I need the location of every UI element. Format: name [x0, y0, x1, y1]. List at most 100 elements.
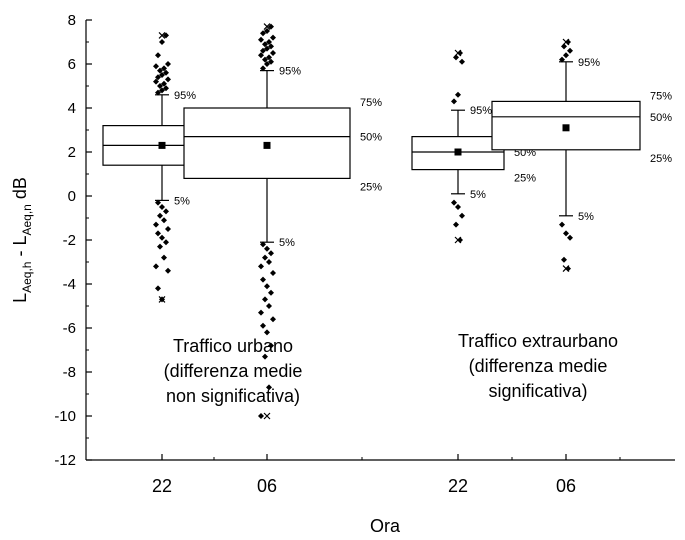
outlier-point — [258, 309, 264, 316]
extreme-marker — [562, 38, 570, 46]
outlier-point — [264, 329, 270, 336]
outlier-point — [155, 199, 161, 206]
annotation-urban-line-3: non significativa) — [166, 386, 300, 406]
outlier-point — [161, 217, 167, 224]
outlier-point — [455, 91, 461, 98]
outlier-point — [157, 243, 163, 250]
outlier-point — [266, 303, 272, 309]
outlier-point — [159, 234, 165, 241]
label-p5: 5% — [174, 195, 190, 207]
label-p25: 25% — [514, 173, 536, 185]
outlier-point — [262, 353, 268, 360]
outlier-point — [565, 39, 571, 45]
label-p5: 5% — [578, 211, 594, 223]
outlier-point — [457, 50, 463, 56]
outlier-point — [268, 43, 274, 50]
outlier-point — [163, 239, 169, 246]
x-axis-title: Ora — [370, 516, 401, 536]
x-tick-label: 22 — [152, 476, 172, 496]
outlier-point — [453, 54, 459, 61]
outlier-point — [268, 342, 274, 349]
mean-marker — [562, 124, 570, 132]
extreme-marker — [562, 265, 570, 273]
outlier-point — [262, 254, 268, 261]
y-tick-label: -2 — [63, 232, 76, 249]
outlier-point — [459, 212, 465, 219]
outlier-point — [163, 85, 169, 92]
outlier-point — [559, 221, 565, 228]
outlier-point — [268, 250, 274, 257]
outlier-point — [258, 413, 264, 419]
outlier-point — [266, 384, 272, 391]
outlier-point — [157, 67, 163, 74]
annotation-urban-line-1: Traffico urbano — [173, 336, 293, 356]
outlier-point — [159, 39, 165, 45]
outlier-point — [155, 285, 161, 292]
outlier-point — [268, 289, 274, 296]
outlier-point — [258, 36, 264, 43]
label-p25: 25% — [360, 181, 382, 193]
outlier-point — [264, 283, 270, 290]
outlier-point — [157, 212, 163, 219]
outlier-point — [159, 72, 165, 78]
label-p5: 5% — [279, 237, 295, 249]
annotation-extra: Traffico extraurbano (differenza medie s… — [458, 331, 618, 401]
outlier-point — [165, 267, 171, 274]
outlier-point — [262, 41, 268, 48]
outlier-point — [561, 43, 567, 50]
outlier-point — [161, 65, 167, 72]
outlier-point — [266, 39, 272, 45]
extreme-marker — [158, 295, 166, 303]
outlier-point — [161, 80, 167, 87]
label-p95: 95% — [174, 90, 196, 102]
mean-marker — [263, 141, 271, 149]
y-tick-label: 2 — [68, 144, 76, 161]
outlier-point — [258, 263, 264, 270]
y-tick-label: 0 — [68, 188, 76, 205]
outlier-point — [270, 50, 276, 56]
outlier-point — [155, 89, 161, 96]
outlier-point — [455, 204, 461, 210]
label-p95: 95% — [470, 105, 492, 117]
label-p25: 25% — [650, 153, 672, 165]
outlier-point — [165, 76, 171, 83]
label-p50: 50% — [650, 112, 672, 124]
extreme-marker — [454, 236, 462, 244]
outlier-point — [270, 270, 276, 276]
outlier-point — [159, 204, 165, 210]
annotation-urban: Traffico urbano (differenza medie non si… — [164, 336, 303, 406]
x-tick-label: 06 — [257, 476, 277, 496]
outlier-point — [163, 32, 169, 39]
outlier-point — [161, 254, 167, 261]
outlier-point — [453, 221, 459, 228]
outlier-point — [264, 61, 270, 67]
extreme-marker — [158, 31, 166, 39]
label-p95: 95% — [578, 57, 600, 69]
outlier-point — [165, 61, 171, 67]
outlier-point — [260, 47, 266, 54]
outlier-point — [153, 63, 159, 70]
outlier-point — [264, 245, 270, 252]
outlier-point — [260, 276, 266, 283]
x-tick-label: 22 — [448, 476, 468, 496]
outlier-point — [159, 87, 165, 94]
outlier-point — [260, 30, 266, 37]
outlier-point — [270, 316, 276, 323]
x-tick-label: 06 — [556, 476, 576, 496]
outlier-point — [155, 230, 161, 237]
outlier-point — [561, 256, 567, 263]
y-tick-label: -6 — [63, 320, 76, 337]
outlier-point — [258, 52, 264, 59]
y-tick-label: -12 — [54, 452, 76, 469]
outlier-point — [153, 78, 159, 85]
outlier-point — [268, 23, 274, 30]
label-p95: 95% — [279, 66, 301, 78]
outlier-point — [262, 56, 268, 63]
y-tick-label: 4 — [68, 100, 76, 117]
y-tick-label: -4 — [63, 276, 76, 293]
extreme-marker — [263, 412, 271, 420]
outlier-point — [264, 28, 270, 34]
outlier-point — [266, 259, 272, 265]
mean-marker — [158, 141, 166, 149]
